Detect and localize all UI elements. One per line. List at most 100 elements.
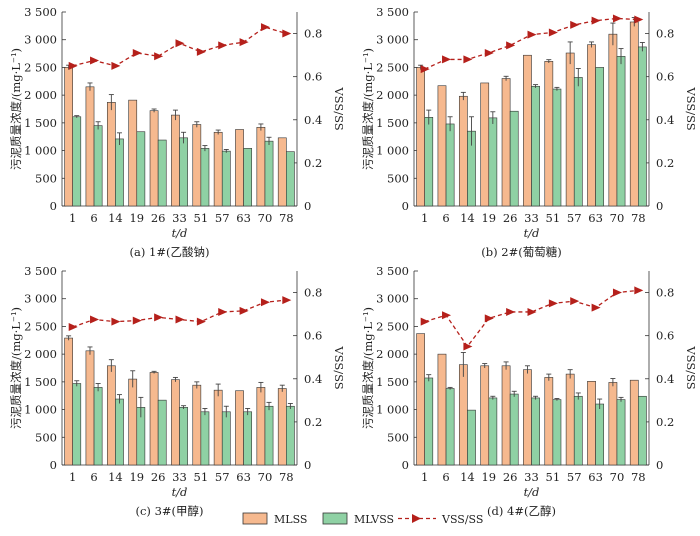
ratio-marker: [175, 315, 185, 324]
bar-mlvss: [445, 388, 455, 466]
bar-mlvss: [93, 387, 103, 466]
y-tick-label: 500: [35, 171, 57, 185]
x-tick-label: 63: [236, 470, 251, 484]
x-tick-label: 33: [524, 211, 539, 225]
y2-axis-title: VSS/SS: [332, 345, 346, 389]
bar-mlss: [64, 337, 73, 466]
ratio-marker: [484, 48, 494, 57]
x-tick-label: 57: [567, 470, 582, 484]
bar-mlvss: [424, 377, 434, 466]
y2-tick-label: 0.2: [304, 156, 322, 170]
bar-mlss: [608, 33, 618, 207]
bar-mlvss: [157, 399, 167, 466]
ratio-marker: [463, 342, 473, 351]
x-tick-label: 1: [421, 470, 428, 484]
y2-tick-label: 0: [304, 199, 311, 213]
ratio-marker: [570, 20, 580, 29]
y2-tick-label: 0.6: [304, 70, 322, 84]
y-tick-label: 0: [50, 199, 57, 213]
bar-mlvss: [616, 56, 626, 207]
y2-tick-label: 0.6: [656, 329, 674, 343]
ratio-marker: [282, 296, 292, 305]
bar-mlvss: [616, 399, 626, 466]
x-tick-label: 14: [460, 470, 475, 484]
panel-d: 0 500 1 000 1 500 2 000 2 500 3 000 3 500 0 0.2 0.…: [361, 264, 698, 518]
x-tick-label: 57: [215, 470, 230, 484]
bar-mlvss: [638, 395, 647, 466]
bar-mlvss: [424, 117, 434, 207]
bar-mlvss: [200, 411, 210, 466]
y-axis-title: 污泥质量浓度/(mg·L⁻¹): [361, 48, 375, 170]
x-tick-label: 33: [524, 470, 539, 484]
bar-mlvss: [509, 110, 519, 207]
bar-mlss: [523, 369, 532, 466]
bar-mlvss: [488, 117, 498, 207]
x-tick-label: 70: [258, 470, 273, 484]
ratio-marker: [196, 47, 206, 56]
bar-mlvss: [467, 409, 476, 466]
bar-mlss: [171, 379, 180, 466]
ratio-marker: [612, 288, 622, 297]
x-axis-title: t/d: [524, 485, 540, 499]
x-tick-label: 70: [610, 211, 625, 225]
x-tick-label: 1: [69, 470, 76, 484]
y-tick-label: 3 000: [24, 292, 57, 306]
ratio-marker: [570, 297, 580, 306]
bar-mlss: [608, 382, 618, 466]
ratio-marker: [68, 323, 78, 332]
y2-tick-label: 0.4: [304, 372, 322, 386]
bar-mlvss: [115, 138, 124, 207]
bar-mlvss: [638, 46, 647, 207]
bar-mlvss: [531, 397, 540, 466]
x-tick-label: 33: [172, 211, 187, 225]
bar-mlss: [171, 114, 180, 207]
ratio-marker: [527, 307, 537, 316]
y-tick-label: 3 500: [376, 264, 409, 278]
panel-caption: (b) 2#(葡萄糖): [481, 245, 561, 259]
bar-mlvss: [221, 411, 231, 466]
x-tick-label: 1: [69, 211, 76, 225]
x-tick-label: 14: [460, 211, 475, 225]
y-tick-label: 1 000: [376, 144, 409, 158]
x-tick-label: 57: [215, 211, 230, 225]
x-tick-label: 78: [279, 470, 294, 484]
bar-mlss: [213, 389, 223, 466]
y2-tick-label: 0.6: [304, 329, 322, 343]
y2-tick-label: 0.4: [304, 113, 322, 127]
bar-mlvss: [286, 405, 295, 466]
y2-tick-label: 0.4: [656, 113, 674, 127]
ratio-marker: [484, 314, 494, 323]
y2-tick-label: 0.6: [656, 70, 674, 84]
ratio-marker: [260, 298, 270, 307]
ratio-marker: [68, 61, 78, 70]
x-tick-label: 14: [108, 211, 123, 225]
ratio-marker: [420, 65, 430, 74]
bar-mlss: [501, 365, 511, 466]
y-tick-label: 500: [387, 171, 409, 185]
bar-mlss: [149, 372, 159, 466]
x-tick-label: 19: [129, 211, 144, 225]
x-tick-label: 33: [172, 470, 187, 484]
y-tick-label: 2 000: [24, 88, 57, 102]
bar-mlss: [458, 364, 468, 466]
y2-tick-label: 0.8: [304, 286, 322, 300]
bar-mlvss: [115, 398, 124, 466]
ratio-marker: [175, 39, 185, 48]
ratio-marker: [634, 286, 644, 295]
y2-tick-label: 0.8: [656, 27, 674, 41]
x-tick-label: 51: [546, 211, 561, 225]
bar-mlvss: [200, 148, 210, 207]
panel-c: 0 500 1 000 1 500 2 000 2 500 3 000 3 500 0 0.2 0.…: [9, 264, 346, 518]
ratio-marker: [506, 307, 516, 316]
x-tick-label: 63: [236, 211, 251, 225]
bar-mlss: [416, 333, 425, 466]
x-tick-label: 26: [151, 470, 166, 484]
x-tick-label: 57: [567, 211, 582, 225]
bar-mlvss: [243, 148, 253, 207]
panel-b: 0 500 1 000 1 500 2 000 2 500 3 000 3 500 0 0.2 0.…: [361, 5, 698, 259]
y-tick-label: 3 500: [376, 5, 409, 19]
legend-label-ratio: VSS/SS: [441, 513, 483, 526]
x-tick-label: 1: [421, 211, 428, 225]
bar-mlvss: [221, 150, 231, 207]
